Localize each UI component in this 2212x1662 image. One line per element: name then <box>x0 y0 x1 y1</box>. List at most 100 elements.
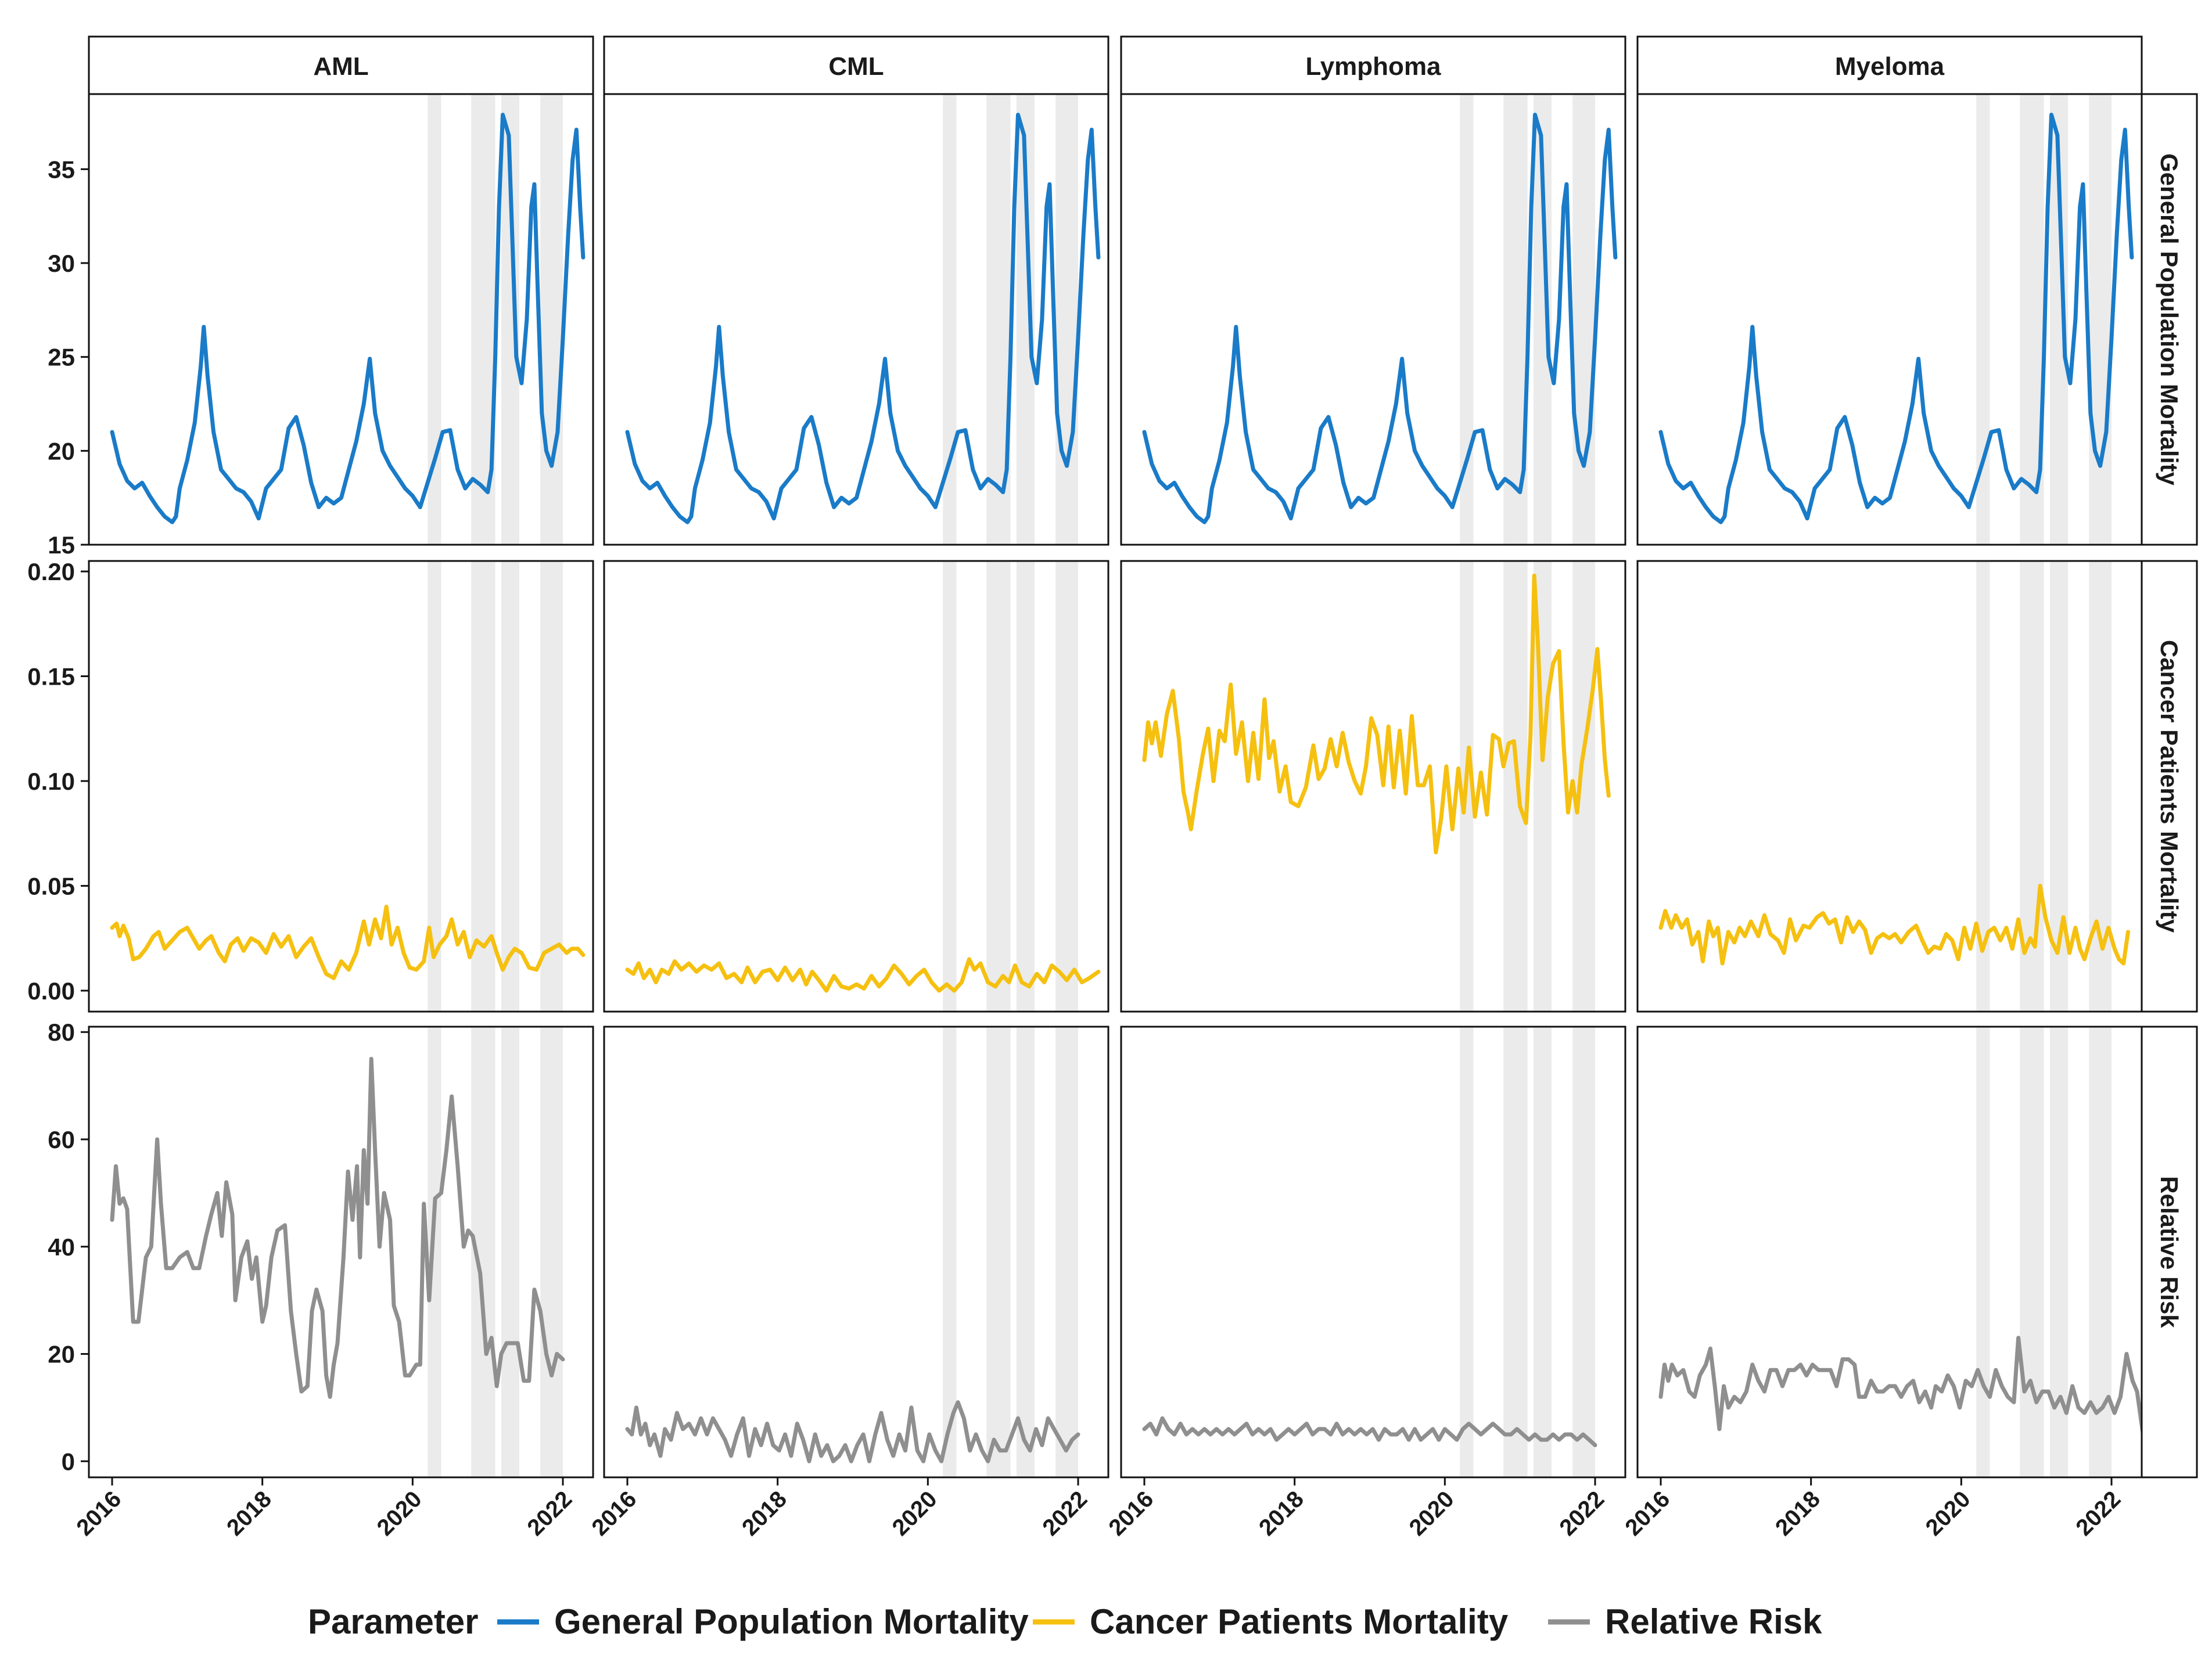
y-tick-label-2-1: 20 <box>48 1341 75 1368</box>
x-tick-label-3-1: 2018 <box>1771 1486 1825 1541</box>
shaded-period-3 <box>1572 94 1595 545</box>
strip-aml <box>88 35 594 95</box>
shaded-period-0 <box>1976 561 1990 1012</box>
series-line-relative-risk-aml <box>110 1056 565 1399</box>
strip-cml <box>603 35 1109 95</box>
panel-border <box>1636 93 2143 546</box>
panel-0-2 <box>1120 93 1626 546</box>
legend-label-1: Cancer Patients Mortality <box>1090 1602 1509 1641</box>
x-tick-label-3-3: 2022 <box>2071 1486 2125 1541</box>
shaded-period-0 <box>428 94 441 545</box>
y-tick-label-1-3: 0.15 <box>27 663 75 690</box>
shaded-period-1 <box>986 561 1011 1012</box>
shaded-period-2 <box>501 1027 519 1477</box>
x-tick-label-1-0: 2016 <box>587 1486 641 1541</box>
legend-label-0: General Population Mortality <box>554 1602 1029 1641</box>
panel-border <box>88 560 594 1013</box>
shaded-period-2 <box>501 561 519 1012</box>
shaded-period-3 <box>1055 94 1078 545</box>
legend-label-2: Relative Risk <box>1605 1602 1822 1641</box>
series-line-cancer-patients-mortality-myeloma <box>1658 883 2130 966</box>
series-line-general-population-mortality-myeloma <box>1658 113 2134 524</box>
panel-border <box>603 1026 1109 1478</box>
y-tick-label-2-0: 0 <box>62 1448 75 1475</box>
series-line-general-population-mortality-aml <box>110 113 586 524</box>
x-tick-label-0-2: 2020 <box>372 1486 427 1541</box>
y-tick-label-0-4: 35 <box>48 156 75 183</box>
x-tick-label-0-3: 2022 <box>522 1486 577 1541</box>
shaded-period-1 <box>1503 1027 1528 1477</box>
panel-border <box>1120 93 1626 546</box>
panel-2-1 <box>603 1026 1109 1478</box>
panel-1-3 <box>1636 560 2143 1013</box>
shaded-period-3 <box>540 561 563 1012</box>
panel-border <box>1636 560 2143 1013</box>
y-tick-label-1-2: 0.10 <box>27 768 75 795</box>
shaded-period-1 <box>2020 1027 2044 1477</box>
shaded-period-3 <box>540 94 563 545</box>
x-tick-label-2-3: 2022 <box>1554 1486 1609 1541</box>
panel-1-0 <box>88 560 594 1013</box>
row-strip-label-2: Relative Risk <box>2156 1176 2183 1328</box>
panel-0-3 <box>1636 93 2143 546</box>
y-tick-label-2-3: 60 <box>48 1126 75 1153</box>
shaded-period-0 <box>428 561 441 1012</box>
panel-border <box>603 93 1109 546</box>
y-tick-label-1-1: 0.05 <box>27 872 75 900</box>
y-tick-label-2-2: 40 <box>48 1233 75 1261</box>
row-strip-label-1: Cancer Patients Mortality <box>2156 640 2183 933</box>
series-line-general-population-mortality-lymphoma <box>1142 113 1618 524</box>
shaded-period-3 <box>1055 1027 1078 1477</box>
panel-border <box>1120 560 1626 1013</box>
x-tick-label-1-1: 2018 <box>737 1486 792 1541</box>
series-line-general-population-mortality-cml <box>625 113 1101 524</box>
y-tick-label-1-0: 0.00 <box>27 977 75 1005</box>
shaded-period-3 <box>1572 1027 1595 1477</box>
panel-border <box>603 560 1109 1013</box>
x-tick-label-1-3: 2022 <box>1037 1486 1092 1541</box>
shaded-period-2 <box>1533 1027 1552 1477</box>
strip-label-lymphoma: Lymphoma <box>1305 52 1441 81</box>
panel-1-1 <box>603 560 1109 1013</box>
panel-border <box>88 1026 594 1478</box>
shaded-period-0 <box>1976 1027 1990 1477</box>
panel-border <box>1120 1026 1626 1478</box>
panel-0-1 <box>603 93 1109 546</box>
legend: Parameter General Population Mortality Can… <box>308 1602 1822 1641</box>
x-tick-label-1-2: 2020 <box>888 1486 942 1541</box>
shaded-period-0 <box>1976 94 1990 545</box>
x-tick-label-2-1: 2018 <box>1254 1486 1309 1541</box>
x-tick-label-3-0: 2016 <box>1620 1486 1675 1541</box>
y-tick-label-2-4: 80 <box>48 1019 75 1046</box>
panel-2-3 <box>1636 1026 2143 1478</box>
row-strip-label-0: General Population Mortality <box>2156 153 2183 485</box>
panel-2-0 <box>88 1026 594 1478</box>
strip-label-myeloma: Myeloma <box>1835 52 1945 81</box>
shaded-period-2 <box>1016 561 1035 1012</box>
row-strip-0 <box>2141 93 2198 546</box>
y-tick-label-0-2: 25 <box>48 344 75 371</box>
strip-myeloma <box>1636 35 2143 95</box>
shaded-period-0 <box>1460 94 1474 545</box>
shaded-period-3 <box>540 1027 563 1477</box>
strip-label-cml: CML <box>828 52 884 81</box>
shaded-period-3 <box>2089 94 2112 545</box>
shaded-period-0 <box>943 1027 957 1477</box>
shaded-period-0 <box>1460 1027 1474 1477</box>
strip-lymphoma <box>1120 35 1626 95</box>
series-line-relative-risk-cml <box>625 1400 1080 1463</box>
y-tick-label-0-1: 20 <box>48 437 75 465</box>
shaded-period-3 <box>1572 561 1595 1012</box>
x-tick-label-2-0: 2016 <box>1104 1486 1158 1541</box>
y-tick-label-0-3: 30 <box>48 250 75 277</box>
shaded-period-0 <box>428 1027 441 1477</box>
shaded-period-0 <box>943 94 957 545</box>
series-line-relative-risk-lymphoma <box>1142 1416 1597 1448</box>
series-line-cancer-patients-mortality-aml <box>110 905 586 980</box>
panel-border <box>88 93 594 546</box>
y-tick-label-1-4: 0.20 <box>27 558 75 585</box>
x-tick-label-3-2: 2020 <box>1921 1486 1976 1541</box>
shaded-period-1 <box>1503 561 1528 1012</box>
x-tick-label-0-0: 2016 <box>71 1486 126 1541</box>
